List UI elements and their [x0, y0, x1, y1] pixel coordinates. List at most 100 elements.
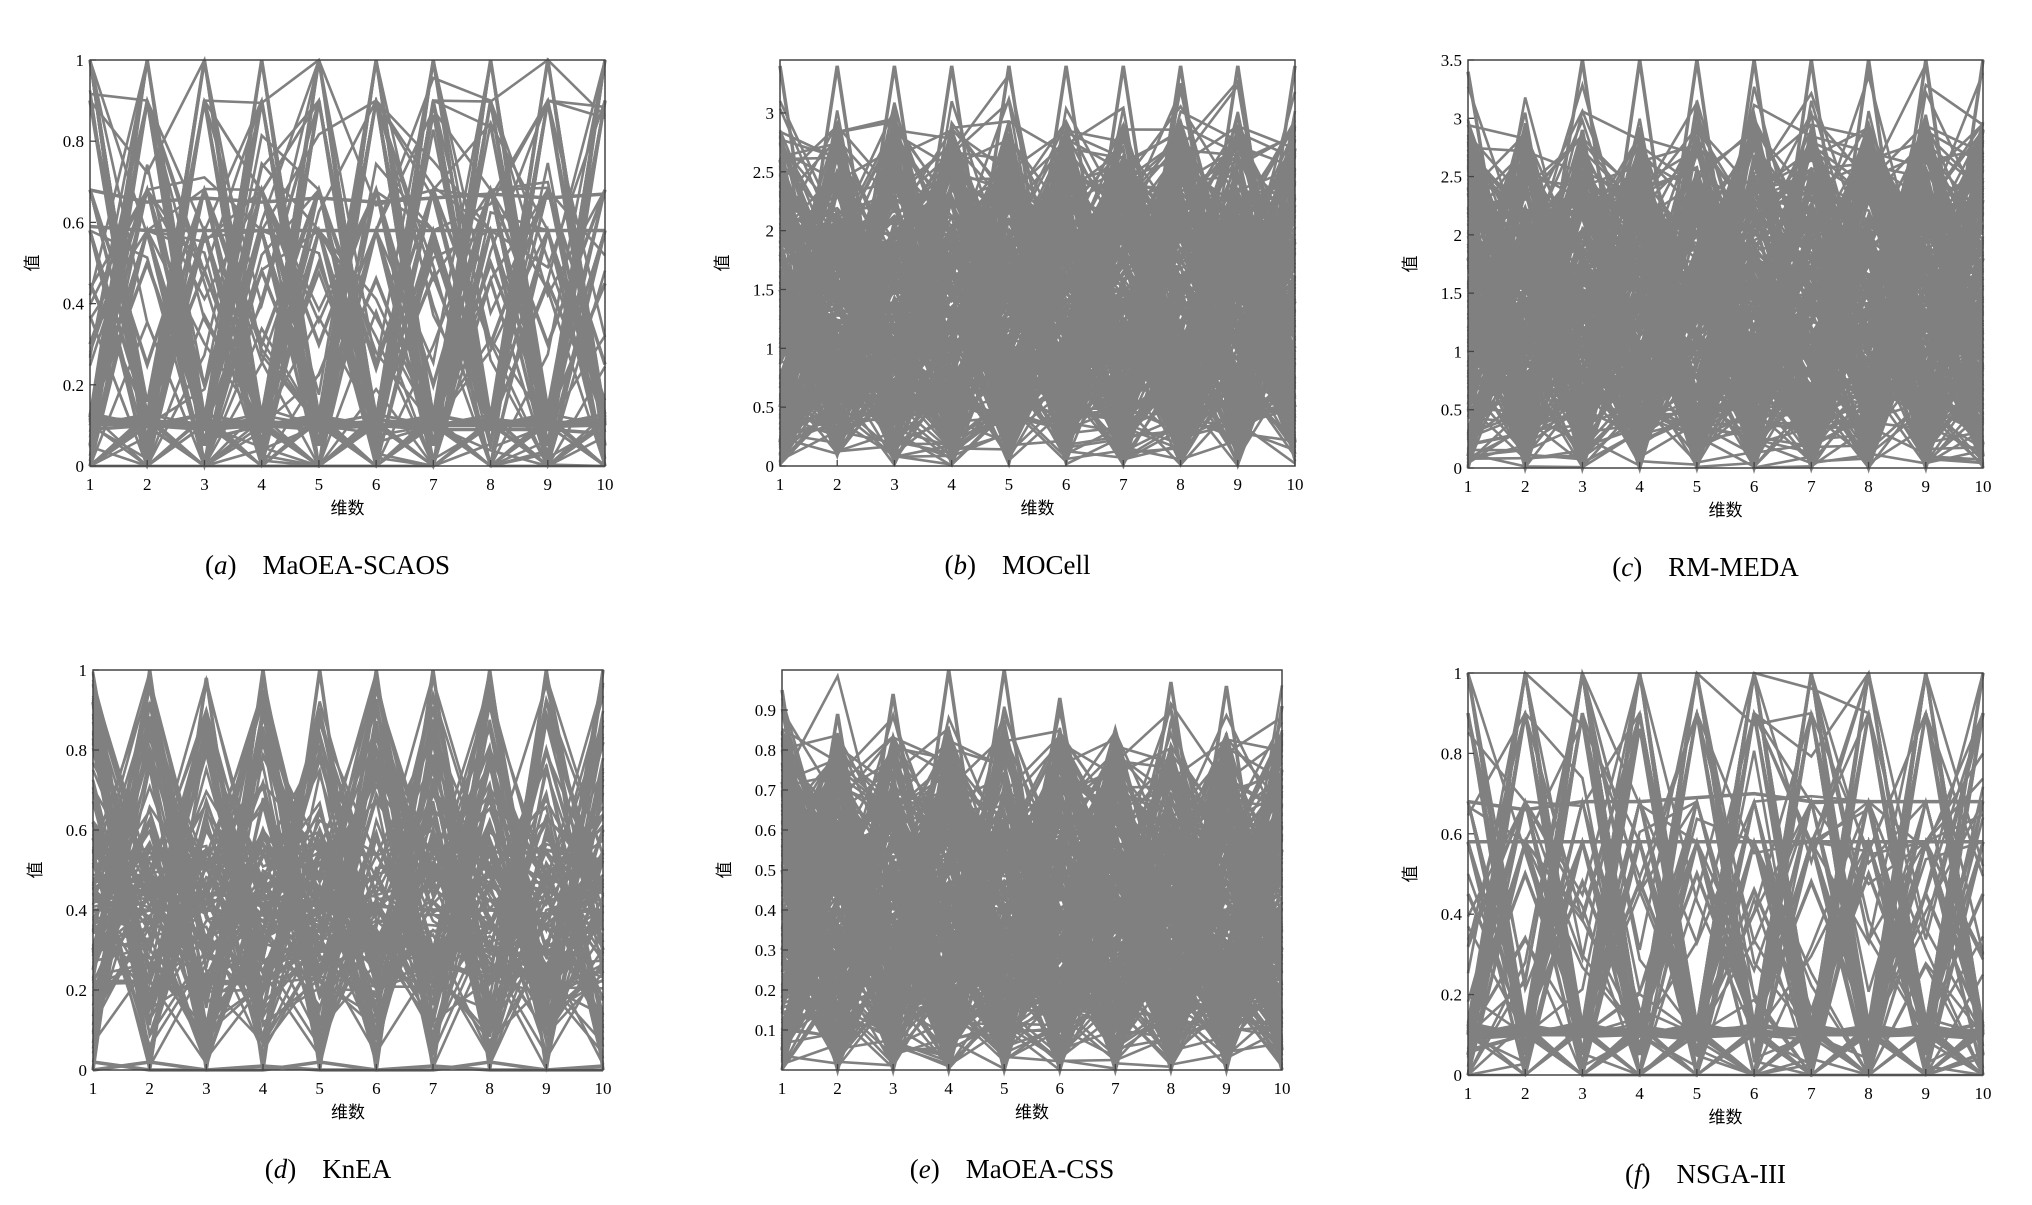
x-tick-label: 9 [542, 1079, 551, 1098]
y-tick-label: 0.6 [63, 213, 84, 232]
y-tick-label: 0.6 [755, 821, 776, 840]
series-line-6 [778, 214, 1297, 377]
series-line-7 [779, 275, 1297, 327]
series-line-4 [1467, 129, 1985, 447]
y-tick-label: 2.5 [753, 163, 774, 182]
y-tick-label: 0.4 [1441, 905, 1463, 924]
bundle-line [780, 725, 1284, 1063]
x-tick-label: 9 [1234, 475, 1243, 494]
x-tick-label: 7 [429, 475, 438, 494]
y-tick-label: 0.3 [755, 941, 776, 960]
series-line-2 [780, 669, 1284, 1051]
series-line-2 [778, 65, 1297, 443]
bundle-line [91, 705, 604, 1027]
y-tick-label: 0 [766, 457, 775, 476]
bundle-line [1466, 794, 1985, 1076]
panel-caption: (f) NSGA-III [1625, 1159, 1786, 1189]
x-tick-label: 6 [372, 1079, 381, 1098]
x-tick-label: 5 [1693, 1084, 1702, 1103]
panel-f: 0 0.2 0.4 0.6 0.8 1 1 2 3 4 5 6 7 8 9 10 维数 值 (f) NSGA-III [1401, 664, 1992, 1189]
x-tick-label: 9 [544, 475, 553, 494]
y-tick-label: 2.5 [1441, 168, 1462, 187]
panel-caption: (c) RM-MEDA [1612, 552, 1799, 582]
x-tick-label: 8 [1176, 475, 1185, 494]
series-line-6 [781, 888, 1283, 932]
x-tick-label: 6 [1750, 1084, 1759, 1103]
y-tick-label: 0.8 [66, 741, 87, 760]
x-tick-label: 7 [1119, 475, 1128, 494]
x-tick-label: 2 [1521, 477, 1530, 496]
x-tick-label: 1 [1464, 1084, 1473, 1103]
series-line-12 [88, 257, 607, 431]
x-tick-label: 2 [143, 475, 152, 494]
series-line-2 [91, 669, 605, 1071]
bundle-line [91, 783, 604, 1053]
y-tick-label: 0.6 [66, 821, 87, 840]
y-tick-label: 1.5 [753, 280, 774, 299]
x-tick-label: 10 [1274, 1079, 1291, 1098]
y-tick-label: 0.4 [66, 901, 88, 920]
x-tick-label: 9 [1922, 1084, 1931, 1103]
panel-caption: (d) KnEA [265, 1154, 392, 1184]
x-tick-label: 1 [776, 475, 785, 494]
y-tick-label: 0.2 [755, 981, 776, 1000]
x-tick-label: 3 [889, 1079, 898, 1098]
x-axis-label: 维数 [1709, 1108, 1743, 1128]
y-tick-label: 0.8 [1441, 744, 1462, 763]
x-tick-label: 5 [315, 475, 324, 494]
series-line-4 [778, 124, 1297, 420]
panel-e: 0.1 0.2 0.3 0.4 0.5 0.6 0.7 0.8 0.9 1 2 3 4 5 6 7 8 9 10 维数… [715, 669, 1291, 1184]
series-line-4 [1467, 1029, 1984, 1041]
series-line-8 [1466, 257, 1985, 475]
axes-frame [779, 59, 1296, 467]
panel-caption: (b) MOCell [944, 550, 1090, 580]
y-tick-label: 1.5 [1441, 284, 1462, 303]
x-axis-label: 维数 [1021, 499, 1055, 519]
series-line-5 [781, 819, 1283, 873]
series-line-3 [89, 415, 606, 428]
x-tick-label: 10 [1975, 477, 1992, 496]
y-tick-label: 0.9 [755, 701, 776, 720]
y-tick-label: 3 [1454, 109, 1463, 128]
x-tick-label: 10 [597, 475, 614, 494]
series-line-2 [89, 224, 605, 233]
series-line-3 [1468, 1025, 1984, 1037]
y-tick-label: 0 [1454, 1066, 1463, 1085]
y-tick-label: 2 [766, 222, 775, 241]
series-line-9 [1466, 199, 1985, 449]
panel-b: 0 0.5 1 1.5 2 2.5 3 1 2 3 4 5 6 7 8 9 10 维数 值 (b) MOCell [713, 59, 1304, 580]
y-tick-label: 0.5 [1441, 401, 1462, 420]
x-tick-label: 3 [200, 475, 209, 494]
y-tick-label: 1 [76, 51, 85, 70]
y-tick-label: 3 [766, 104, 775, 123]
x-tick-label: 1 [778, 1079, 787, 1098]
series-line-8 [92, 1060, 603, 1072]
x-tick-label: 5 [1693, 477, 1702, 496]
series-line-10 [778, 192, 1296, 293]
x-tick-label: 1 [1464, 477, 1473, 496]
x-tick-label: 6 [372, 475, 381, 494]
bundle-line [92, 829, 604, 1019]
y-tick-label: 0.8 [63, 132, 84, 151]
y-axis-label: 值 [26, 862, 46, 879]
x-tick-label: 10 [1287, 475, 1304, 494]
y-tick-label: 0.2 [63, 376, 84, 395]
panel-c: 0 0.5 1 1.5 2 2.5 3 3.5 1 2 3 4 5 6 7 8 9 10 维数 值 (c) RM-MEDA [1401, 51, 1992, 582]
y-tick-label: 0.4 [755, 901, 777, 920]
bundle-line [92, 679, 605, 1026]
panel-caption: (e) MaOEA-CSS [910, 1154, 1115, 1184]
x-tick-label: 8 [1167, 1079, 1176, 1098]
bundle-line [92, 754, 605, 973]
y-axis-label: 值 [715, 862, 735, 879]
y-tick-label: 0 [76, 457, 85, 476]
panel-d: 0 0.2 0.4 0.6 0.8 1 1 2 3 4 5 6 7 8 9 10 维数 值 (d) KnEA [26, 661, 612, 1184]
x-axis-label: 维数 [331, 1103, 365, 1123]
series-line-7 [781, 979, 1283, 1025]
x-tick-label: 10 [595, 1079, 612, 1098]
x-tick-label: 3 [1578, 477, 1587, 496]
y-tick-label: 1 [766, 339, 775, 358]
y-axis-label: 值 [1401, 866, 1421, 883]
x-tick-label: 6 [1056, 1079, 1065, 1098]
x-tick-label: 3 [1578, 1084, 1587, 1103]
y-tick-label: 0.8 [755, 741, 776, 760]
